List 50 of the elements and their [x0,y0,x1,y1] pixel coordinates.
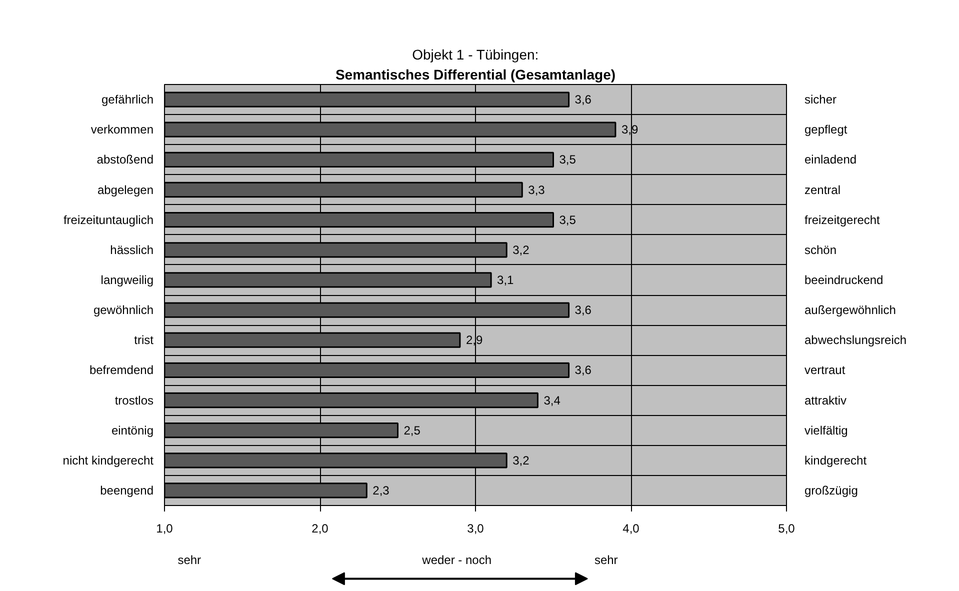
y-tick-label: freizeituntauglich [63,212,154,227]
chart-title: Objekt 1 - Tübingen: [412,46,539,62]
data-label: 2,5 [404,423,421,438]
y2-tick-label: beeindruckend [804,272,884,287]
x-tick-label: 1,0 [156,522,174,536]
y-tick-label: abstoßend [96,152,154,167]
y2-tick-label: einladend [804,152,857,167]
y2-tick-label: schön [804,242,837,257]
data-label: 3,2 [512,242,530,257]
y2-tick-label: vielfältig [804,423,848,438]
data-label: 3,4 [544,393,561,408]
data-label: 2,3 [372,483,390,498]
y-tick-label: hässlich [110,242,154,257]
y-tick-label: gewöhnlich [93,303,154,318]
x-tick-label: 4,0 [622,522,640,536]
y-tick-label: verkommen [90,122,154,137]
text: sehr [594,553,618,568]
y2-tick-label: kindgerecht [804,453,868,468]
y2-tick-label: außergewöhnlich [804,303,896,318]
x-tick-label: 5,0 [778,522,796,536]
y2-tick-label: abwechslungsreich [804,333,907,348]
data-label: 3,6 [574,303,592,318]
data-label: 3,3 [528,182,546,197]
y-tick-label: trostlos [114,393,154,408]
y2-tick-label: zentral [804,182,841,197]
y-tick-label: langweilig [100,272,154,287]
y-tick-label: abgelegen [97,182,154,197]
x-tick-label: 3,0 [467,522,484,536]
y-tick-label: trist [134,333,154,348]
y-tick-label: eintönig [111,423,154,438]
y-tick-label: nicht kindgerecht [62,453,154,468]
data-label: 3,2 [512,453,530,468]
y2-tick-label: sicher [804,92,837,107]
y2-tick-label: gepflegt [804,122,848,137]
y2-tick-label: attraktiv [804,393,847,408]
x-tick-label: 2,0 [312,522,329,536]
y2-tick-label: freizeitgerecht [804,212,881,227]
y2-tick-label: vertraut [804,363,846,378]
chart-subtitle: Semantisches Differential (Gesamtanlage) [335,66,616,82]
text: weder - noch [421,553,492,568]
y-tick-label: befremdend [89,363,154,378]
data-label: 3,5 [559,152,576,167]
data-label: 3,6 [574,363,592,378]
data-label: 3,6 [574,92,592,107]
y-tick-label: beengend [100,483,154,498]
data-label: 3,5 [559,212,576,227]
data-label: 3,1 [497,272,514,287]
text: sehr [178,553,202,568]
y-tick-label: gefährlich [101,92,154,107]
y2-tick-label: großzügig [804,483,858,498]
